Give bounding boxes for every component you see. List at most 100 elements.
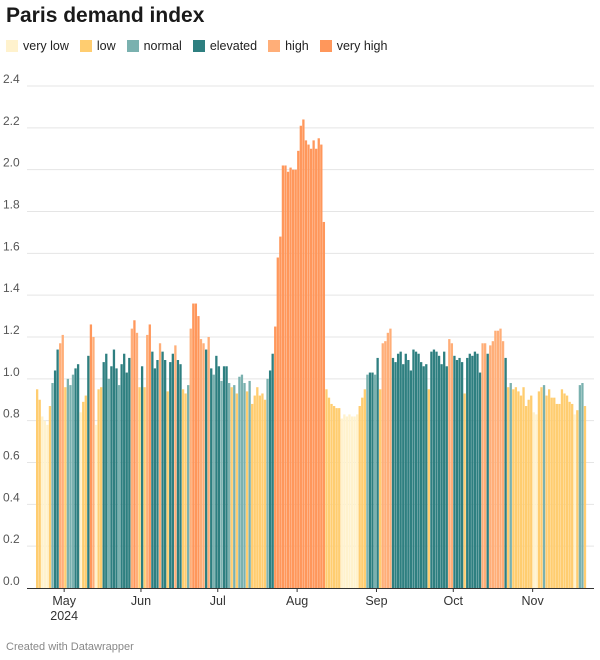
demand-bar[interactable] xyxy=(251,403,254,588)
demand-bar[interactable] xyxy=(184,393,187,588)
demand-bar[interactable] xyxy=(115,368,118,589)
demand-bar[interactable] xyxy=(550,397,553,588)
demand-bar[interactable] xyxy=(386,332,390,588)
demand-bar[interactable] xyxy=(458,357,461,588)
demand-bar[interactable] xyxy=(350,416,354,588)
demand-bar[interactable] xyxy=(363,389,366,588)
demand-bar[interactable] xyxy=(422,366,425,588)
demand-bar[interactable] xyxy=(555,403,558,588)
demand-bar[interactable] xyxy=(76,364,80,588)
demand-bar[interactable] xyxy=(512,389,515,588)
demand-bar[interactable] xyxy=(565,395,569,588)
demand-bar[interactable] xyxy=(94,424,98,588)
demand-bar[interactable] xyxy=(271,353,274,588)
demand-bar[interactable] xyxy=(151,351,154,588)
demand-bar[interactable] xyxy=(338,408,341,588)
demand-bar[interactable] xyxy=(245,391,249,588)
demand-bar[interactable] xyxy=(391,357,395,588)
demand-bar[interactable] xyxy=(179,364,182,588)
demand-bar[interactable] xyxy=(402,364,405,588)
demand-bar[interactable] xyxy=(560,389,564,588)
demand-bar[interactable] xyxy=(230,387,233,588)
demand-bar[interactable] xyxy=(494,330,497,588)
demand-bar[interactable] xyxy=(105,353,108,588)
demand-bar[interactable] xyxy=(443,351,446,588)
demand-bar[interactable] xyxy=(87,355,90,588)
demand-bar[interactable] xyxy=(194,303,198,588)
demand-bar[interactable] xyxy=(243,383,246,588)
demand-bar[interactable] xyxy=(445,366,448,588)
demand-bar[interactable] xyxy=(220,380,223,588)
demand-bar[interactable] xyxy=(248,380,251,588)
demand-bar[interactable] xyxy=(373,374,377,588)
demand-bar[interactable] xyxy=(463,393,466,588)
demand-bar[interactable] xyxy=(48,406,52,588)
demand-bar[interactable] xyxy=(435,351,438,588)
demand-bar[interactable] xyxy=(322,221,326,588)
demand-bar[interactable] xyxy=(56,349,59,588)
demand-bar[interactable] xyxy=(396,353,400,588)
demand-bar[interactable] xyxy=(414,351,418,588)
demand-bar[interactable] xyxy=(304,140,308,588)
demand-bar[interactable] xyxy=(583,406,587,588)
demand-bar[interactable] xyxy=(345,416,349,588)
demand-bar[interactable] xyxy=(460,362,464,588)
demand-bar[interactable] xyxy=(100,387,103,588)
demand-bar[interactable] xyxy=(299,125,302,589)
demand-bar[interactable] xyxy=(238,376,241,588)
demand-bar[interactable] xyxy=(535,414,538,588)
demand-bar[interactable] xyxy=(366,374,369,588)
demand-bar[interactable] xyxy=(166,391,169,588)
demand-bar[interactable] xyxy=(268,370,272,588)
demand-bar[interactable] xyxy=(153,368,157,589)
demand-bar[interactable] xyxy=(69,385,72,588)
demand-bar[interactable] xyxy=(74,368,77,589)
demand-bar[interactable] xyxy=(409,370,413,588)
demand-bar[interactable] xyxy=(146,334,149,588)
demand-bar[interactable] xyxy=(120,364,123,588)
demand-bar[interactable] xyxy=(192,303,195,588)
demand-bar[interactable] xyxy=(481,343,484,588)
demand-bar[interactable] xyxy=(325,389,328,588)
demand-bar[interactable] xyxy=(158,343,162,588)
demand-bar[interactable] xyxy=(284,165,287,588)
demand-bar[interactable] xyxy=(317,138,320,588)
demand-bar[interactable] xyxy=(404,353,407,588)
demand-bar[interactable] xyxy=(496,330,500,588)
demand-bar[interactable] xyxy=(156,360,159,588)
demand-bar[interactable] xyxy=(187,385,190,588)
demand-bar[interactable] xyxy=(343,414,346,588)
demand-bar[interactable] xyxy=(332,406,336,588)
demand-bar[interactable] xyxy=(140,366,144,588)
legend-item-very-low[interactable]: very low xyxy=(6,39,69,53)
demand-bar[interactable] xyxy=(279,236,282,588)
demand-bar[interactable] xyxy=(135,332,139,588)
demand-bar[interactable] xyxy=(530,395,533,588)
demand-bar[interactable] xyxy=(524,406,528,588)
demand-bar[interactable] xyxy=(507,387,510,588)
demand-bar[interactable] xyxy=(381,343,384,588)
demand-bar[interactable] xyxy=(330,403,333,588)
demand-bar[interactable] xyxy=(112,349,116,588)
demand-bar[interactable] xyxy=(235,393,238,588)
demand-bar[interactable] xyxy=(171,353,174,588)
demand-bar[interactable] xyxy=(181,389,185,588)
demand-bar[interactable] xyxy=(133,320,136,588)
demand-bar[interactable] xyxy=(558,403,561,588)
demand-bar[interactable] xyxy=(309,148,313,588)
demand-bar[interactable] xyxy=(499,328,502,588)
demand-bar[interactable] xyxy=(66,378,70,588)
demand-bar[interactable] xyxy=(276,257,279,588)
demand-bar[interactable] xyxy=(117,385,121,588)
demand-bar[interactable] xyxy=(527,399,530,588)
demand-bar[interactable] xyxy=(143,387,146,588)
demand-bar[interactable] xyxy=(471,355,474,588)
demand-bar[interactable] xyxy=(41,416,44,588)
demand-bar[interactable] xyxy=(294,169,297,589)
demand-bar[interactable] xyxy=(297,150,300,588)
demand-bar[interactable] xyxy=(548,389,551,588)
demand-bar[interactable] xyxy=(197,316,200,588)
demand-bar[interactable] xyxy=(71,374,75,588)
demand-bar[interactable] xyxy=(256,387,259,588)
demand-bar[interactable] xyxy=(189,328,192,588)
